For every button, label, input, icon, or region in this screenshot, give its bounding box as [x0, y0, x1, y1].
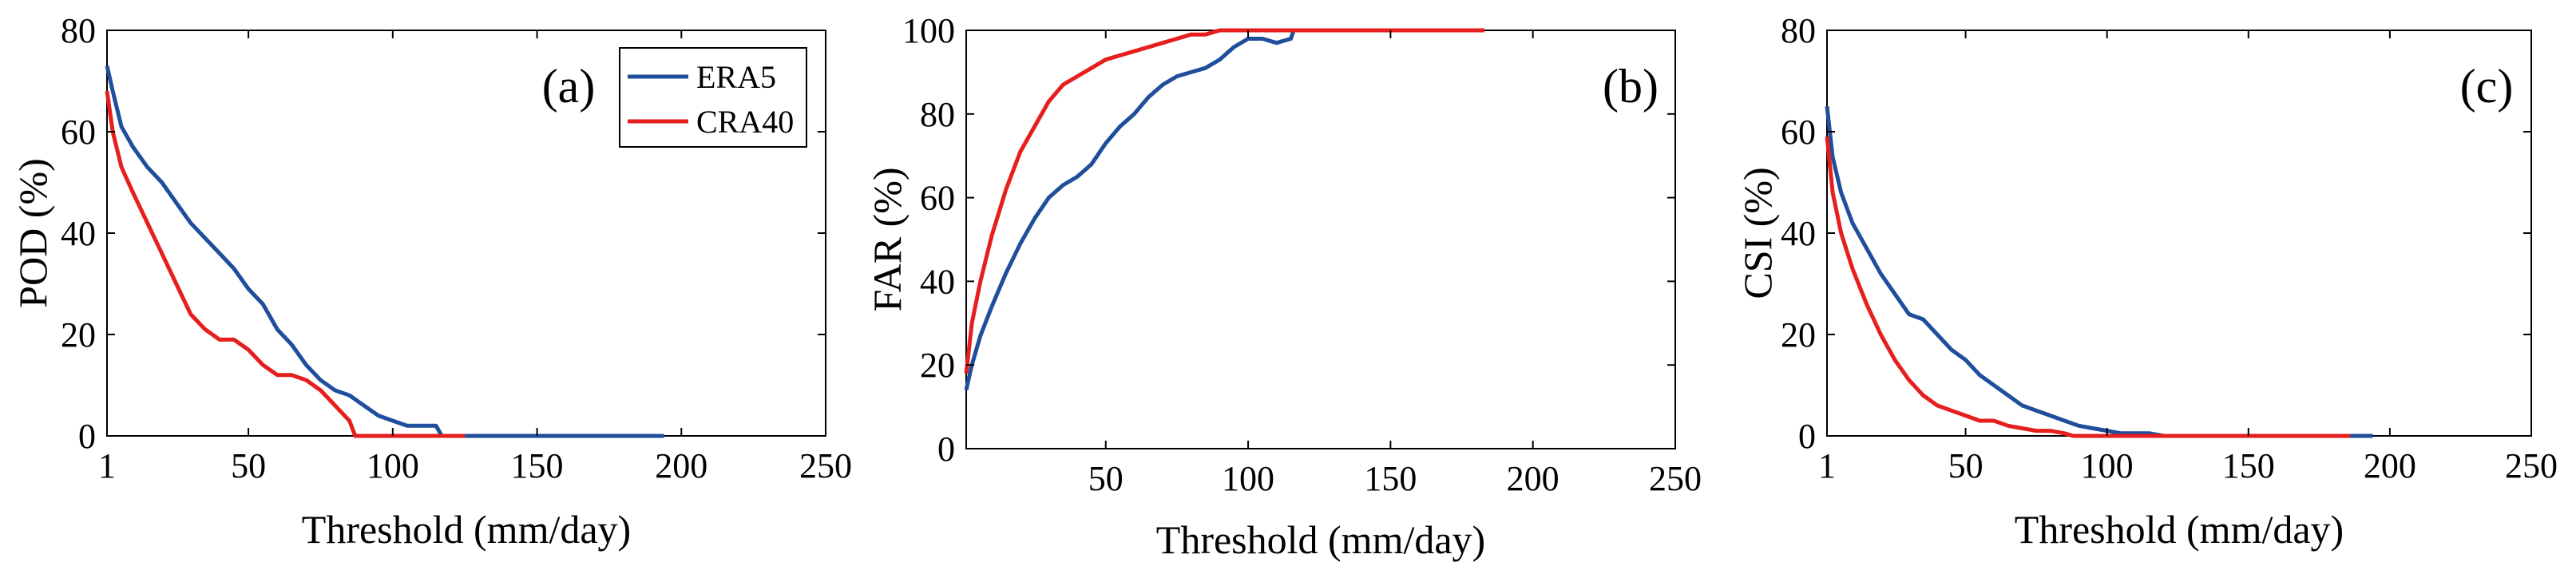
y-tick-label: 80: [1781, 11, 1816, 50]
y-tick-label: 40: [61, 214, 96, 253]
axes-frame: [965, 30, 1676, 449]
y-tick-label: 20: [920, 346, 955, 385]
x-tick-label: 250: [2505, 446, 2558, 485]
y-tick-label: 20: [1781, 315, 1816, 354]
x-axis-label: Threshold (mm/day): [302, 507, 631, 552]
x-tick-label: 50: [1948, 446, 1984, 485]
x-tick-label: 150: [511, 446, 564, 485]
x-axis-label: Threshold (mm/day): [2015, 507, 2344, 552]
series-line-cra40: [105, 90, 466, 438]
x-tick-label: 1: [1818, 446, 1836, 485]
x-tick-label: 200: [655, 446, 707, 485]
x-tick-label: 200: [2364, 446, 2416, 485]
y-tick-label: 0: [937, 430, 955, 469]
x-tick-label: 250: [799, 446, 852, 485]
legend-label-cra40: CRA40: [696, 104, 794, 140]
axes-frame: [1826, 30, 2532, 437]
x-tick-label: 1: [98, 446, 116, 485]
x-tick-label: 200: [1507, 459, 1559, 498]
y-tick-label: 60: [920, 179, 955, 218]
series-line-cra40: [964, 28, 1485, 374]
y-tick-label: 100: [902, 11, 955, 50]
panel-label: (b): [1603, 60, 1659, 113]
x-tick-label: 100: [1222, 459, 1274, 498]
y-tick-label: 60: [61, 113, 96, 152]
x-tick-label: 150: [1364, 459, 1417, 498]
legend: ERA5 CRA40: [619, 47, 807, 148]
x-tick-label: 50: [231, 446, 266, 485]
y-axis-label: POD (%): [10, 158, 55, 307]
y-tick-label: 80: [920, 95, 955, 134]
series-line-era5: [105, 65, 664, 438]
series-line-era5: [964, 30, 1296, 391]
panel-label: (a): [542, 60, 596, 113]
x-tick-label: 250: [1649, 459, 1702, 498]
series-line-era5: [1825, 106, 2373, 438]
x-tick-label: 100: [367, 446, 419, 485]
y-axis-label: CSI (%): [1735, 167, 1780, 299]
x-tick-label: 150: [2222, 446, 2275, 485]
legend-label-era5: ERA5: [696, 59, 776, 95]
legend-box: [619, 47, 807, 148]
y-tick-label: 0: [1798, 417, 1816, 456]
x-axis-label: Threshold (mm/day): [1156, 517, 1485, 562]
series-line-cra40: [1825, 137, 2351, 438]
x-tick-label: 50: [1088, 459, 1124, 498]
y-tick-label: 20: [61, 315, 96, 354]
y-tick-label: 60: [1781, 113, 1816, 152]
y-tick-label: 40: [920, 262, 955, 301]
y-tick-label: 80: [61, 11, 96, 50]
x-tick-label: 100: [2081, 446, 2134, 485]
panel-label: (c): [2460, 60, 2514, 113]
y-axis-label: FAR (%): [865, 167, 910, 311]
y-tick-label: 40: [1781, 214, 1816, 253]
panel-b: 50 100 150 200 250 0 20 40 60 80 100 Threshold (mm/…: [865, 11, 1702, 562]
y-tick-label: 0: [78, 417, 96, 456]
